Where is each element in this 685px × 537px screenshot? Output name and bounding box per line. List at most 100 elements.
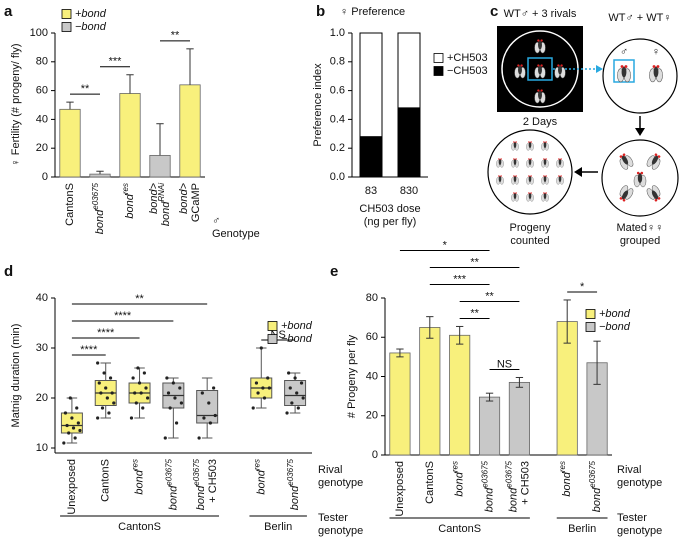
- fly: [541, 141, 549, 151]
- significance-label: ***: [109, 56, 123, 68]
- x-tick-label: bondres: [131, 459, 146, 495]
- legend-label: +CH503: [447, 52, 488, 64]
- point: [200, 391, 204, 395]
- x-tick-label: + CH503: [519, 461, 531, 505]
- point: [107, 411, 111, 415]
- x-tick-label-text: bond: [507, 487, 519, 512]
- point: [290, 401, 294, 405]
- point: [295, 391, 299, 395]
- legend-swatch: [585, 309, 596, 319]
- x-tick-label: CantonS: [100, 459, 112, 502]
- fly-body: [513, 142, 517, 148]
- fly: [534, 39, 546, 54]
- x-tick-label-text: bond>: [178, 182, 190, 213]
- point: [129, 416, 134, 420]
- y-tick-label: 0: [372, 449, 378, 461]
- diagram-label: 2 Days: [523, 116, 558, 128]
- x-tick-label: bond>: [148, 182, 160, 213]
- point: [197, 436, 201, 440]
- fly-eye: [620, 65, 624, 68]
- x-tick-label: bonde03675: [505, 460, 520, 512]
- point: [96, 361, 100, 365]
- x-tick-label-text: bond: [133, 469, 145, 494]
- x-tick-label-text: bond: [561, 471, 573, 496]
- point: [251, 406, 255, 410]
- point: [68, 396, 72, 400]
- row-label: Rival: [617, 464, 641, 476]
- x-tick-label-text: Unexposed: [66, 459, 78, 515]
- fly-eye: [654, 153, 658, 157]
- fly: [541, 175, 549, 185]
- x-tick-label-text: bond: [255, 469, 267, 494]
- diagram-label: Progeny: [510, 222, 551, 234]
- fly: [541, 192, 549, 202]
- fly-eye: [528, 175, 530, 177]
- y-axis-label: ♀ Fertility (# progeny/ fly): [10, 43, 22, 166]
- point: [261, 386, 265, 390]
- significance-label: ****: [97, 327, 115, 339]
- legend-label: −bond: [599, 321, 631, 333]
- point: [178, 386, 182, 390]
- y-tick-label: 20: [36, 392, 48, 404]
- fly-body: [528, 193, 532, 199]
- y-tick-label: 0: [42, 171, 48, 183]
- fly-body: [653, 66, 659, 78]
- fly-body: [538, 90, 542, 100]
- point: [174, 421, 179, 425]
- arrow-head: [596, 65, 603, 73]
- point: [259, 346, 263, 350]
- x-tick-label-text: GCaMP: [190, 183, 202, 222]
- x-axis-label: CH503 dose: [359, 203, 420, 215]
- point: [163, 436, 167, 440]
- y-tick-label: 20: [366, 410, 378, 422]
- x-tick-label-text: bond: [195, 485, 207, 510]
- fly-body: [528, 176, 532, 182]
- fly: [554, 64, 566, 79]
- point: [71, 426, 76, 430]
- fly-eye: [545, 192, 547, 194]
- significance-label: *: [580, 281, 585, 293]
- significance-label: ****: [80, 344, 98, 356]
- bar-segment: [359, 136, 383, 178]
- panel-label: b: [316, 3, 325, 20]
- x-tick-label: bondres: [451, 461, 466, 497]
- group-label: CantonS: [438, 523, 481, 535]
- fly-body: [543, 193, 547, 199]
- fly-eye: [537, 89, 540, 92]
- fly: [534, 89, 546, 104]
- legend-swatch: [433, 66, 444, 76]
- x-tick-label: bondres: [121, 183, 136, 219]
- legend-label: −bond: [75, 21, 107, 33]
- x-tick-label-text: bond: [94, 209, 106, 234]
- fly-body: [513, 176, 517, 182]
- legend-swatch: [61, 22, 72, 32]
- point: [136, 366, 140, 370]
- significance-label: **: [171, 30, 180, 42]
- chart-title: ♀ Preference: [340, 6, 405, 18]
- x-tick-label: bondRNAi: [157, 183, 172, 226]
- x-axis-label: (ng per fly): [364, 216, 417, 228]
- point: [299, 381, 304, 385]
- bar: [149, 154, 171, 178]
- x-tick-label: bonde03675: [164, 458, 179, 510]
- legend-label: +bond: [599, 308, 631, 320]
- bar-segment: [397, 32, 421, 109]
- y-tick-label: 0.8: [330, 56, 345, 68]
- fly-body: [513, 159, 517, 165]
- point: [102, 371, 106, 375]
- point: [97, 381, 101, 385]
- diagram-label: counted: [510, 235, 549, 247]
- fly-body: [558, 159, 562, 165]
- x-tick-label-superscript: e03675: [481, 460, 490, 487]
- legend-swatch: [267, 321, 278, 331]
- bar: [508, 381, 530, 456]
- point: [73, 436, 77, 440]
- diagram-label: ♀: [652, 46, 660, 58]
- point: [168, 406, 172, 410]
- x-tick-label-superscript: res: [451, 461, 460, 472]
- point: [262, 396, 267, 400]
- row-label: Rival: [318, 464, 342, 476]
- point: [212, 386, 216, 390]
- point: [293, 376, 297, 380]
- y-axis-label: # Progeny per fly: [346, 334, 358, 418]
